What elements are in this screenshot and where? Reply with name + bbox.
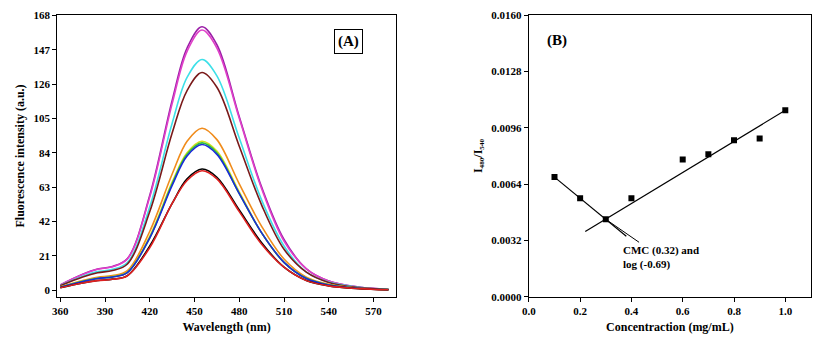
svg-text:168: 168 <box>34 9 51 21</box>
svg-text:147: 147 <box>34 44 51 56</box>
svg-text:0.0000: 0.0000 <box>491 291 522 303</box>
svg-text:480: 480 <box>231 305 248 317</box>
svg-text:63: 63 <box>39 181 51 193</box>
svg-text:0.0096: 0.0096 <box>491 122 522 134</box>
svg-text:CMC (0.32) andlog (-0.69): CMC (0.32) andlog (-0.69) <box>623 244 699 271</box>
svg-text:0.0: 0.0 <box>522 305 536 317</box>
svg-text:0.0032: 0.0032 <box>491 234 522 246</box>
svg-text:420: 420 <box>142 305 159 317</box>
svg-text:450: 450 <box>186 305 203 317</box>
svg-text:540: 540 <box>320 305 337 317</box>
svg-text:I₄₈₀/I₅₄₀: I₄₈₀/I₅₄₀ <box>471 138 485 173</box>
svg-text:510: 510 <box>276 305 293 317</box>
svg-text:0.0128: 0.0128 <box>491 65 522 77</box>
svg-text:(A): (A) <box>338 33 359 50</box>
svg-text:0.6: 0.6 <box>676 305 690 317</box>
svg-text:0.2: 0.2 <box>573 305 587 317</box>
svg-text:0.0064: 0.0064 <box>491 178 522 190</box>
svg-text:360: 360 <box>52 305 69 317</box>
svg-text:126: 126 <box>34 78 51 90</box>
svg-text:Wavelength (nm): Wavelength (nm) <box>182 320 270 334</box>
svg-text:0.0160: 0.0160 <box>491 9 522 21</box>
svg-text:390: 390 <box>97 305 114 317</box>
svg-text:21: 21 <box>39 250 50 262</box>
svg-text:570: 570 <box>365 305 382 317</box>
svg-text:84: 84 <box>39 147 51 159</box>
svg-text:1.0: 1.0 <box>778 305 792 317</box>
svg-text:0: 0 <box>45 284 51 296</box>
svg-text:42: 42 <box>39 215 51 227</box>
svg-text:Concentraction (mg/mL): Concentraction (mg/mL) <box>606 320 734 334</box>
svg-text:0.8: 0.8 <box>727 305 741 317</box>
svg-text:105: 105 <box>34 112 51 124</box>
svg-text:Fluorescence intensity (a.u.): Fluorescence intensity (a.u.) <box>13 84 27 227</box>
svg-text:0.4: 0.4 <box>625 305 639 317</box>
svg-text:(B): (B) <box>547 32 567 49</box>
